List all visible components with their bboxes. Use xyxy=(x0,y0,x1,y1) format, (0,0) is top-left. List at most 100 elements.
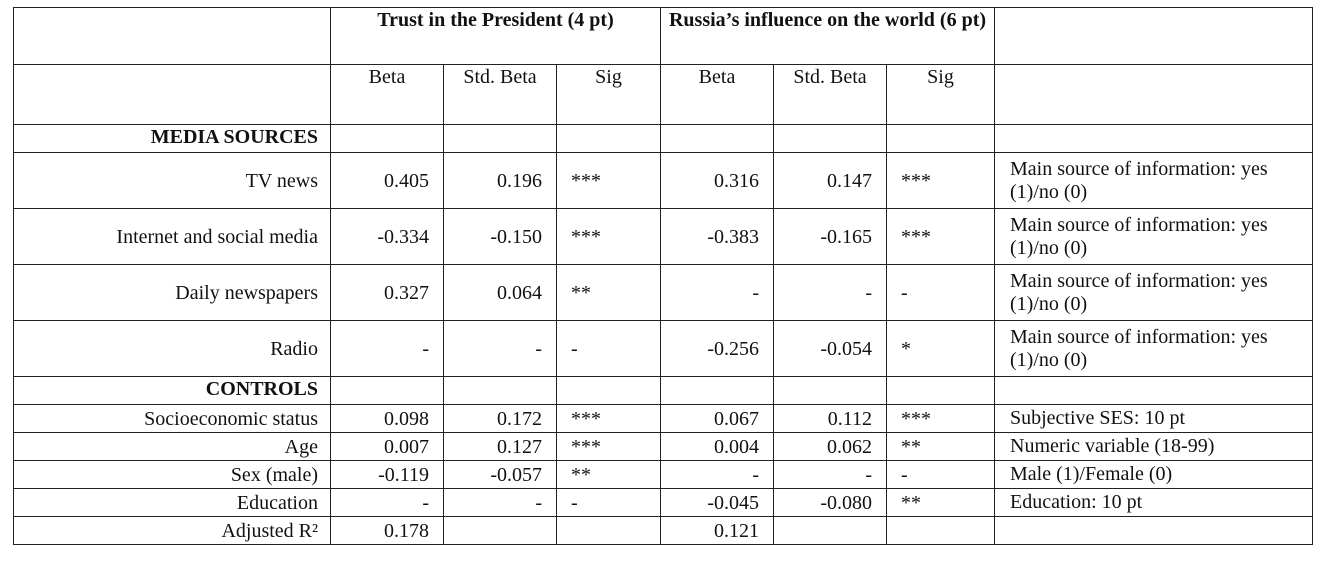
sig-2: *** xyxy=(886,208,995,265)
beta-1: 0.405 xyxy=(330,152,444,209)
variable-note: Main source of information: yes (1)/no (… xyxy=(994,152,1313,209)
beta-2: 0.067 xyxy=(660,404,774,433)
empty-cell xyxy=(660,124,774,153)
empty-cell xyxy=(330,124,444,153)
row-label: Age xyxy=(13,432,331,461)
sig-1: ** xyxy=(556,460,661,489)
beta-2: -0.256 xyxy=(660,320,774,377)
empty-cell xyxy=(330,376,444,405)
std-beta-2: - xyxy=(773,264,887,321)
beta-1: -0.119 xyxy=(330,460,444,489)
empty-cell xyxy=(443,516,557,545)
row-label: Daily newspapers xyxy=(13,264,331,321)
sig-2: - xyxy=(886,460,995,489)
row-label: Radio xyxy=(13,320,331,377)
beta-1: -0.334 xyxy=(330,208,444,265)
std-beta-1: - xyxy=(443,488,557,517)
empty-cell xyxy=(886,124,995,153)
row-label: Socioeconomic status xyxy=(13,404,331,433)
table-row: Socioeconomic status 0.098 0.172 *** 0.0… xyxy=(13,404,1313,433)
variable-note: Male (1)/Female (0) xyxy=(994,460,1313,489)
std-beta-2: 0.062 xyxy=(773,432,887,461)
group-header-row: Trust in the President (4 pt) Russia’s i… xyxy=(13,7,1313,65)
col-std-beta-1: Std. Beta xyxy=(443,64,557,125)
std-beta-2: 0.147 xyxy=(773,152,887,209)
std-beta-1: 0.196 xyxy=(443,152,557,209)
table-row: Education - - - -0.045 -0.080 ** Educati… xyxy=(13,488,1313,517)
beta-2: -0.045 xyxy=(660,488,774,517)
std-beta-2: 0.112 xyxy=(773,404,887,433)
table-body: Trust in the President (4 pt) Russia’s i… xyxy=(13,7,1313,545)
col-sig-2: Sig xyxy=(886,64,995,125)
empty-cell xyxy=(886,516,995,545)
regression-table: Trust in the President (4 pt) Russia’s i… xyxy=(13,7,1313,545)
beta-2: - xyxy=(660,264,774,321)
sig-1: *** xyxy=(556,432,661,461)
table-row: Radio - - - -0.256 -0.054 * Main source … xyxy=(13,320,1313,377)
empty-cell xyxy=(994,376,1313,405)
sig-1: *** xyxy=(556,404,661,433)
row-label: TV news xyxy=(13,152,331,209)
empty-cell xyxy=(773,516,887,545)
std-beta-2: -0.165 xyxy=(773,208,887,265)
std-beta-2: -0.080 xyxy=(773,488,887,517)
variable-note: Main source of information: yes (1)/no (… xyxy=(994,208,1313,265)
variable-note: Main source of information: yes (1)/no (… xyxy=(994,264,1313,321)
sig-1: - xyxy=(556,320,661,377)
table-row: Sex (male) -0.119 -0.057 ** - - - Male (… xyxy=(13,460,1313,489)
empty-cell xyxy=(556,124,661,153)
sig-1: *** xyxy=(556,208,661,265)
sig-2: ** xyxy=(886,432,995,461)
empty-cell xyxy=(994,516,1313,545)
empty-cell xyxy=(556,516,661,545)
adjusted-r2-influence: 0.121 xyxy=(660,516,774,545)
beta-1: 0.327 xyxy=(330,264,444,321)
sig-2: *** xyxy=(886,152,995,209)
section-row-controls: CONTROLS xyxy=(13,376,1313,405)
row-label: Sex (male) xyxy=(13,460,331,489)
table-row: Age 0.007 0.127 *** 0.004 0.062 ** Numer… xyxy=(13,432,1313,461)
sig-1: *** xyxy=(556,152,661,209)
empty-cell xyxy=(660,376,774,405)
section-title-media: MEDIA SOURCES xyxy=(13,124,331,153)
sig-2: * xyxy=(886,320,995,377)
std-beta-1: - xyxy=(443,320,557,377)
col-beta-1: Beta xyxy=(330,64,444,125)
beta-1: 0.098 xyxy=(330,404,444,433)
beta-2: 0.316 xyxy=(660,152,774,209)
beta-2: -0.383 xyxy=(660,208,774,265)
std-beta-1: 0.172 xyxy=(443,404,557,433)
notes-header-cell xyxy=(994,7,1313,65)
empty-cell xyxy=(443,376,557,405)
sig-2: *** xyxy=(886,404,995,433)
adjusted-r2-label: Adjusted R² xyxy=(13,516,331,545)
empty-cell xyxy=(556,376,661,405)
beta-1: 0.007 xyxy=(330,432,444,461)
column-header-row: Beta Std. Beta Sig Beta Std. Beta Sig xyxy=(13,64,1313,125)
beta-2: - xyxy=(660,460,774,489)
empty-cell xyxy=(443,124,557,153)
adjusted-r2-row: Adjusted R² 0.178 0.121 xyxy=(13,516,1313,545)
row-label: Internet and social media xyxy=(13,208,331,265)
group-header-influence: Russia’s influence on the world (6 pt) xyxy=(660,7,995,65)
section-title-controls: CONTROLS xyxy=(13,376,331,405)
corner-cell xyxy=(13,7,331,65)
col-std-beta-2: Std. Beta xyxy=(773,64,887,125)
sig-1: ** xyxy=(556,264,661,321)
col-sig-1: Sig xyxy=(556,64,661,125)
row-label: Education xyxy=(13,488,331,517)
variable-note: Numeric variable (18-99) xyxy=(994,432,1313,461)
std-beta-2: - xyxy=(773,460,887,489)
empty-cell xyxy=(773,124,887,153)
beta-1: - xyxy=(330,320,444,377)
std-beta-2: -0.054 xyxy=(773,320,887,377)
sig-1: - xyxy=(556,488,661,517)
std-beta-1: 0.064 xyxy=(443,264,557,321)
empty-cell xyxy=(773,376,887,405)
variable-note: Subjective SES: 10 pt xyxy=(994,404,1313,433)
sig-2: ** xyxy=(886,488,995,517)
group-header-trust: Trust in the President (4 pt) xyxy=(330,7,661,65)
empty-note-cell xyxy=(994,64,1313,125)
adjusted-r2-trust: 0.178 xyxy=(330,516,444,545)
std-beta-1: -0.057 xyxy=(443,460,557,489)
